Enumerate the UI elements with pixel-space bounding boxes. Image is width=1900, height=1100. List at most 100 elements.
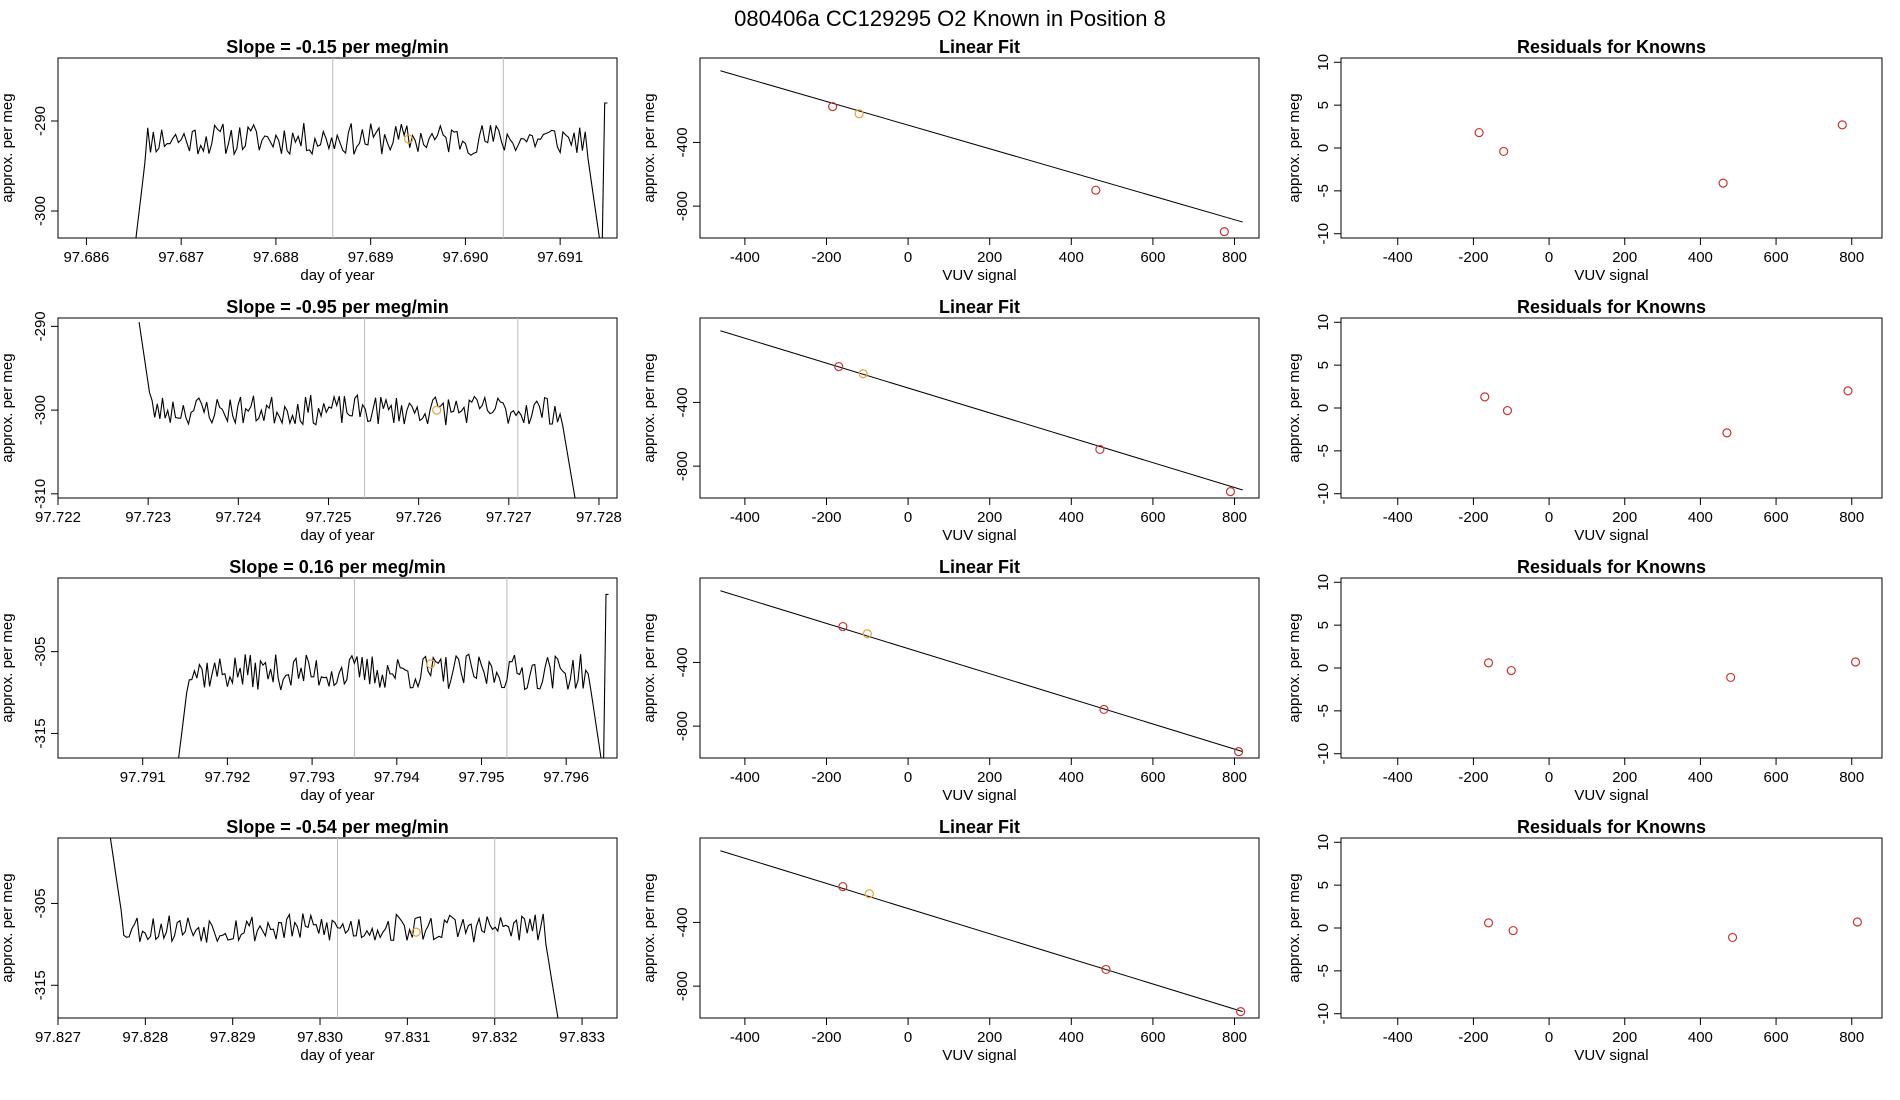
timeseries-plot-frame <box>57 317 618 499</box>
fit-xtick-label: -400 <box>730 769 760 786</box>
residual-point <box>1722 428 1732 438</box>
timeseries-marker <box>432 405 442 415</box>
timeseries-ytick-label: -315 <box>32 718 49 748</box>
residuals-ytick-label: 5 <box>1315 101 1332 109</box>
timeseries-marker <box>403 134 414 144</box>
fit-point <box>1091 185 1101 195</box>
row3-fit-panel: Linear Fit -400 -200 0 200 400 600 800 VUV signa… <box>641 557 1260 804</box>
timeseries-xtick-label: 97.791 <box>120 769 166 786</box>
timeseries-xtick-label: 97.723 <box>125 509 171 526</box>
timeseries-xtick-label: 97.794 <box>374 769 420 786</box>
fit-xtick-label: 600 <box>1140 249 1165 266</box>
residuals-ytick-label: -5 <box>1315 444 1332 457</box>
fit-title: Linear Fit <box>939 817 1020 837</box>
fit-point <box>1095 444 1105 455</box>
residuals-xtick-label: -200 <box>1458 1029 1488 1046</box>
timeseries-marker <box>426 659 436 669</box>
row3-residuals-panel: Residuals for Knowns -400 -200 0 200 400 600 80… <box>1286 557 1883 804</box>
residuals-ylabel: approx. per meg <box>1286 353 1303 462</box>
residuals-xlabel: VUV signal <box>1574 1047 1648 1064</box>
fit-xtick-label: 800 <box>1222 509 1247 526</box>
residual-point <box>1480 392 1490 402</box>
residuals-xtick-label: 200 <box>1612 249 1637 266</box>
timeseries-ylabel: approx. per meg <box>0 873 16 982</box>
residuals-xtick-label: 400 <box>1688 769 1713 786</box>
timeseries-xtick-label: 97.690 <box>442 249 488 266</box>
timeseries-xtick-label: 97.725 <box>306 509 352 526</box>
residuals-xtick-label: -400 <box>1383 249 1413 266</box>
fit-xtick-label: 600 <box>1140 1029 1165 1046</box>
row1-timeseries-panel: Slope = -0.15 per meg/min 97.686 97.687 97.… <box>0 37 618 284</box>
residuals-ytick-label: 0 <box>1315 144 1332 152</box>
residuals-ytick-label: 0 <box>1315 404 1332 412</box>
residuals-ytick-label: -10 <box>1315 223 1332 245</box>
fit-xtick-label: 0 <box>904 249 912 266</box>
timeseries-xtick-label: 97.724 <box>215 509 261 526</box>
residuals-ytick-label: -10 <box>1315 743 1332 765</box>
fit-xtick-label: 800 <box>1222 1029 1247 1046</box>
residuals-xtick-label: 400 <box>1688 249 1713 266</box>
residuals-xtick-label: -200 <box>1458 769 1488 786</box>
row4-timeseries-panel: Slope = -0.54 per meg/min 97.827 97.828 97.… <box>0 817 618 1064</box>
timeseries-ylabel: approx. per meg <box>0 613 16 722</box>
timeseries-xtick-label: 97.833 <box>559 1029 605 1046</box>
timeseries-trace <box>138 322 576 498</box>
residuals-xtick-label: 600 <box>1764 769 1789 786</box>
timeseries-xtick-label: 97.828 <box>122 1029 168 1046</box>
fit-xtick-label: 600 <box>1140 509 1165 526</box>
fit-xtick-label: 400 <box>1059 769 1084 786</box>
timeseries-xtick-label: 97.726 <box>396 509 442 526</box>
fit-point <box>1219 227 1229 237</box>
residuals-xtick-label: 0 <box>1545 249 1553 266</box>
fit-xtick-label: 200 <box>977 509 1002 526</box>
timeseries-plot-frame <box>57 577 618 759</box>
fit-point <box>864 889 874 899</box>
residuals-xtick-label: 200 <box>1612 769 1637 786</box>
fit-title: Linear Fit <box>939 37 1020 57</box>
residuals-xtick-label: 800 <box>1839 509 1864 526</box>
timeseries-xtick-label: 97.830 <box>297 1029 343 1046</box>
fit-xlabel: VUV signal <box>942 267 1016 284</box>
fit-xtick-label: -200 <box>811 249 841 266</box>
fit-point <box>838 881 848 892</box>
timeseries-trace <box>109 838 559 1018</box>
timeseries-ytick-label: -305 <box>32 888 49 918</box>
residuals-plot-frame <box>1340 317 1883 499</box>
fit-xtick-label: 0 <box>904 509 912 526</box>
residuals-ytick-label: -5 <box>1315 184 1332 197</box>
timeseries-xtick-label: 97.689 <box>348 249 394 266</box>
timeseries-ytick-label: -290 <box>32 311 49 341</box>
timeseries-xtick-label: 97.687 <box>158 249 204 266</box>
residuals-ytick-label: 10 <box>1315 834 1332 851</box>
fit-ytick-label: -800 <box>674 191 691 221</box>
row2-residuals-panel: Residuals for Knowns -400 -200 0 200 400 600 80… <box>1286 297 1883 544</box>
residuals-title: Residuals for Knowns <box>1517 817 1706 837</box>
fit-regression-line <box>720 850 1243 1013</box>
residuals-xtick-label: 800 <box>1839 249 1864 266</box>
residuals-ytick-label: 10 <box>1315 574 1332 591</box>
fit-regression-line <box>720 330 1243 491</box>
fit-point <box>1225 487 1236 497</box>
timeseries-xtick-label: 97.831 <box>384 1029 430 1046</box>
fit-xtick-label: -400 <box>730 1029 760 1046</box>
timeseries-xlabel: day of year <box>300 787 374 804</box>
fit-point <box>828 101 838 112</box>
timeseries-xtick-label: 97.793 <box>289 769 335 786</box>
fit-xtick-label: 0 <box>904 1029 912 1046</box>
fit-xtick-label: 400 <box>1059 1029 1084 1046</box>
residuals-plot-frame <box>1340 577 1883 759</box>
residuals-ylabel: approx. per meg <box>1286 613 1303 722</box>
timeseries-ytick-label: -300 <box>32 196 49 226</box>
residual-point <box>1837 120 1847 130</box>
residuals-xtick-label: -200 <box>1458 509 1488 526</box>
residuals-xtick-label: 600 <box>1764 509 1789 526</box>
timeseries-xtick-label: 97.686 <box>63 249 109 266</box>
fit-xtick-label: 400 <box>1059 509 1084 526</box>
fit-point <box>838 621 848 632</box>
fit-regression-line <box>720 590 1243 753</box>
fit-point <box>1101 964 1111 975</box>
residuals-ylabel: approx. per meg <box>1286 873 1303 982</box>
residuals-ytick-label: 5 <box>1315 621 1332 629</box>
timeseries-xtick-label: 97.829 <box>210 1029 256 1046</box>
timeseries-xtick-label: 97.796 <box>543 769 589 786</box>
